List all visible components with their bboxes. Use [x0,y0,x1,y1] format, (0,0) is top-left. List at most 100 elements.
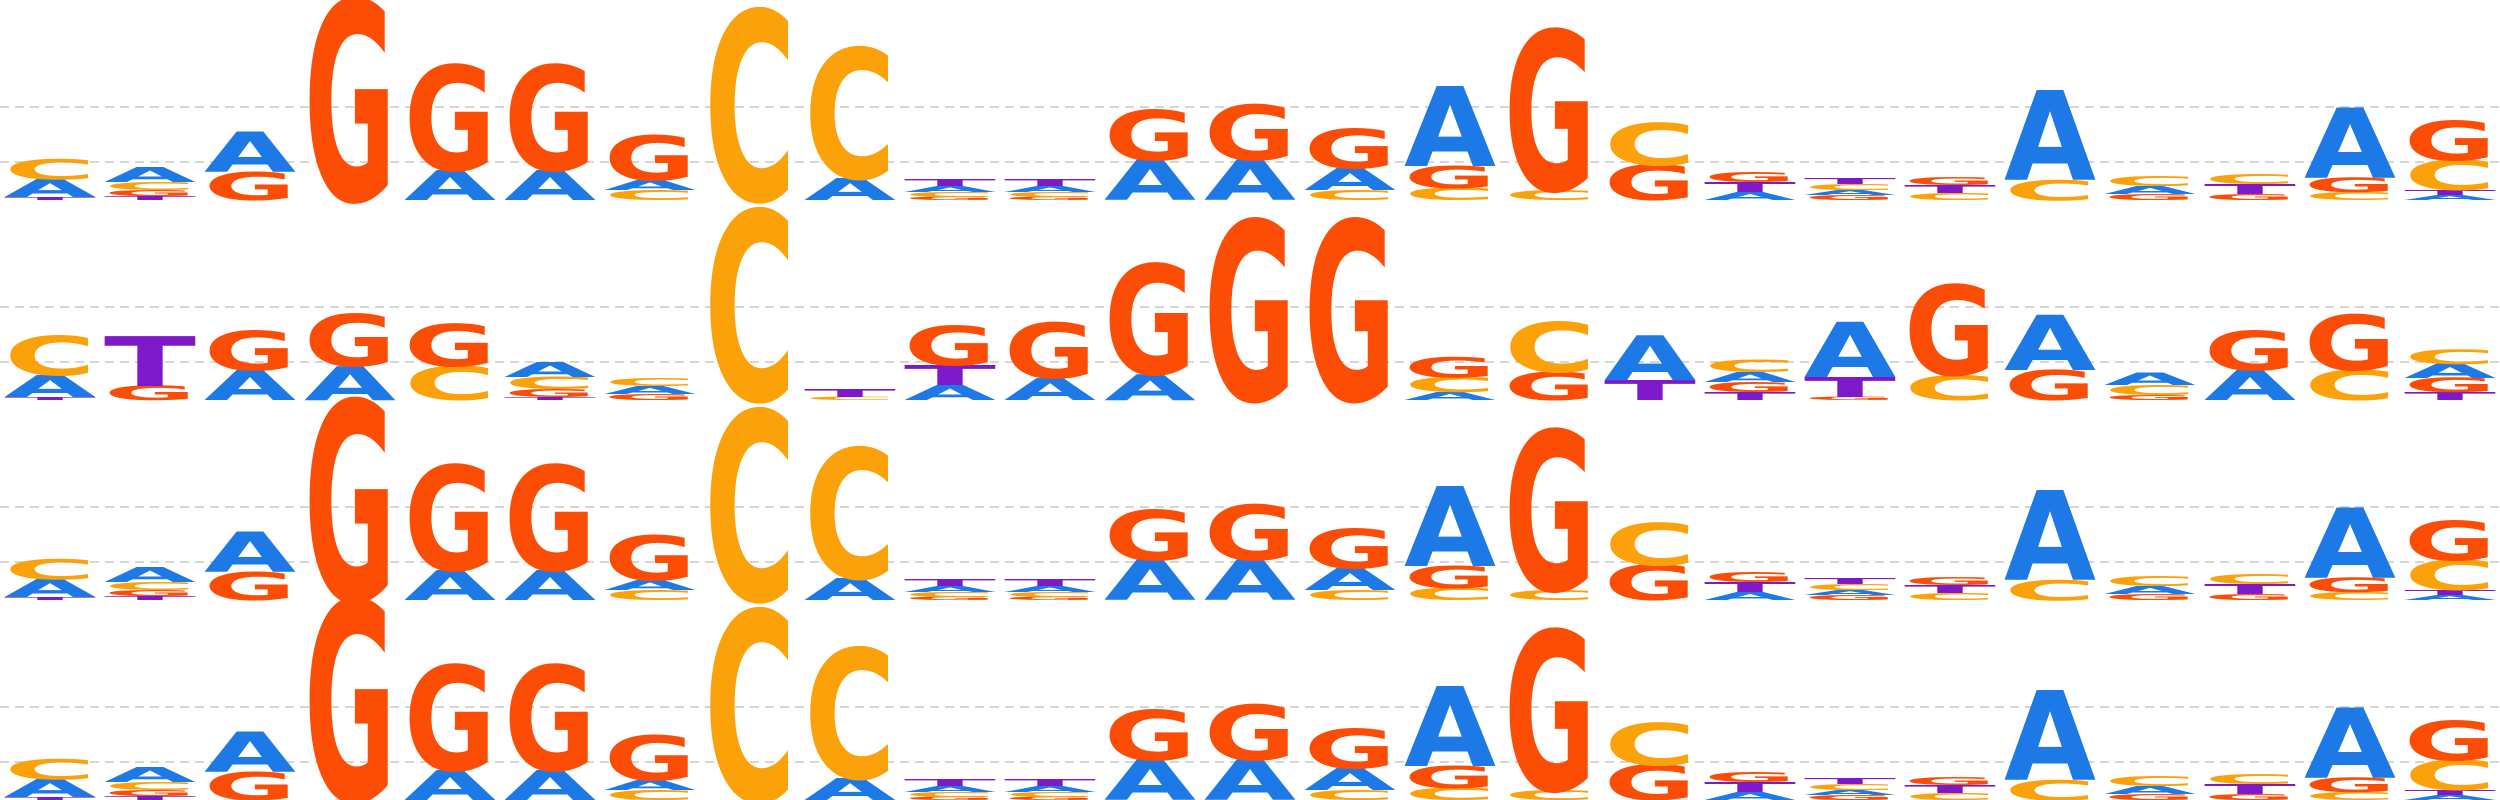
nucleotide-C-mark: C [904,191,996,199]
nucleotide-G-mark: G [104,588,196,598]
nucleotide-A-mark: A [504,762,596,800]
guide-lines [0,106,2500,763]
nucleotide-C-mark: C [1404,373,1496,397]
nucleotide-C-mark: C [1904,791,1996,800]
nucleotide-G-mark: G [1604,756,1696,800]
nucleotide-C-mark: C [1404,185,1496,204]
nucleotide-C-mark: C [1604,512,1696,579]
nucleotide-G-mark: G [1504,364,1596,409]
nucleotide-C-mark: C [2104,382,2196,398]
nucleotide-A-mark: A [2004,466,2096,610]
nucleotide-C-mark: C [704,359,796,662]
nucleotide-C-mark: C [504,374,596,393]
nucleotide-T-mark: T [904,577,996,588]
nucleotide-G-mark: G [1404,160,1496,195]
nucleotide-G-mark: G [104,382,196,404]
nucleotide-G-mark: G [204,564,296,609]
nucleotide-C-mark: C [804,614,896,800]
nucleotide-A-mark: A [604,777,697,793]
nucleotide-A-mark: A [204,521,296,585]
nucleotide-G-mark: G [1804,594,1896,602]
nucleotide-T-mark: T [1704,179,1796,195]
nucleotide-G-mark: G [1404,760,1496,795]
nucleotide-G-mark: G [304,301,396,384]
nucleotide-G-mark: G [404,437,496,604]
nucleotide-A-mark: A [904,381,996,405]
nucleotide-A-mark: A [1204,549,1296,613]
nucleotide-A-mark: A [1004,784,1096,794]
nucleotide-T-mark: T [4,396,96,401]
nucleotide-C-mark: C [1804,582,1896,592]
nucleotide-A-mark: A [104,163,196,187]
nucleotide-C-mark: C [1004,191,1096,199]
nucleotide-C-mark: C [2104,573,2196,589]
nucleotide-A-mark: A [2404,194,2496,202]
nucleotide-G-mark: G [1304,172,1396,459]
nucleotide-T-mark: T [4,596,96,601]
nucleotide-C-mark: C [1904,191,1996,202]
nucleotide-G-mark: G [1304,117,1396,181]
nucleotide-G-mark: G [1104,97,1196,177]
nucleotide-A-mark: A [1604,323,1696,395]
nucleotide-T-mark: T [2404,789,2496,797]
nucleotide-C-mark: C [1604,712,1696,779]
nucleotide-G-mark: G [1404,352,1496,384]
nucleotide-A-mark: A [1204,749,1296,800]
nucleotide-T-mark: T [1004,777,1096,788]
nucleotide-A-mark: A [204,362,296,410]
nucleotide-G-mark: G [2204,592,2296,602]
nucleotide-T-mark: T [4,796,96,800]
nucleotide-G-mark: G [1204,172,1296,459]
nucleotide-A-mark: A [1204,149,1296,213]
nucleotide-G-mark: G [2404,374,2496,396]
nucleotide-A-mark: A [604,384,696,397]
nucleotide-C-mark: C [2404,152,2496,200]
nucleotide-G-mark: G [2204,792,2296,800]
nucleotide-G-mark: G [1204,690,1296,778]
nucleotide-C-mark: C [1804,182,1896,192]
nucleotide-C-mark: C [2304,790,2396,800]
nucleotide-T-mark: T [1904,183,1996,196]
nucleotide-A-mark: A [604,177,697,193]
nucleotide-C-mark: C [1504,187,1596,203]
nucleotide-G-mark: G [1204,490,1296,578]
nucleotide-T-mark: T [1704,779,1796,795]
nucleotide-G-mark: G [1904,775,1996,788]
nucleotide-C-mark: C [904,791,996,799]
nucleotide-C-mark: C [604,787,696,800]
nucleotide-C-mark: C [1304,787,1396,800]
nucleotide-G-mark: G [404,637,496,800]
nucleotide-A-mark: A [1004,184,1096,194]
nucleotide-T-mark: T [1604,375,1696,407]
nucleotide-C-mark: C [904,591,996,599]
nucleotide-C-mark: C [1904,591,1996,602]
nucleotide-C-mark: C [4,554,96,586]
nucleotide-T-mark: T [104,195,196,201]
nucleotide-C-mark: C [1804,782,1896,792]
nucleotide-G-mark: G [1004,596,1096,601]
nucleotide-A-mark: A [1404,664,1496,792]
nucleotide-C-mark: C [704,159,796,462]
nucleotide-A-mark: A [1404,464,1496,592]
nucleotide-G-mark: G [1804,794,1896,800]
nucleotide-A-mark: A [2404,594,2496,602]
nucleotide-C-mark: C [2004,175,2096,207]
nucleotide-C-mark: C [2004,775,2096,800]
nucleotide-C-mark: C [704,0,796,262]
nucleotide-C-mark: C [104,580,196,593]
nucleotide-C-mark: C [104,180,196,193]
nucleotide-G-mark: G [404,37,496,204]
nucleotide-G-mark: G [2304,174,2396,196]
nucleotide-C-mark: C [1404,585,1496,604]
nucleotide-C-mark: C [2304,190,2396,203]
nucleotide-G-mark: G [2404,709,2496,773]
nucleotide-C-mark: C [1504,787,1596,800]
nucleotide-T-mark: T [1704,390,1796,403]
nucleotide-G-mark: G [904,596,996,601]
nucleotide-G-mark: G [1604,156,1696,212]
nucleotide-T-mark: T [1804,176,1896,186]
nucleotide-G-mark: G [1704,769,1796,785]
nucleotide-T-mark: T [4,196,96,201]
